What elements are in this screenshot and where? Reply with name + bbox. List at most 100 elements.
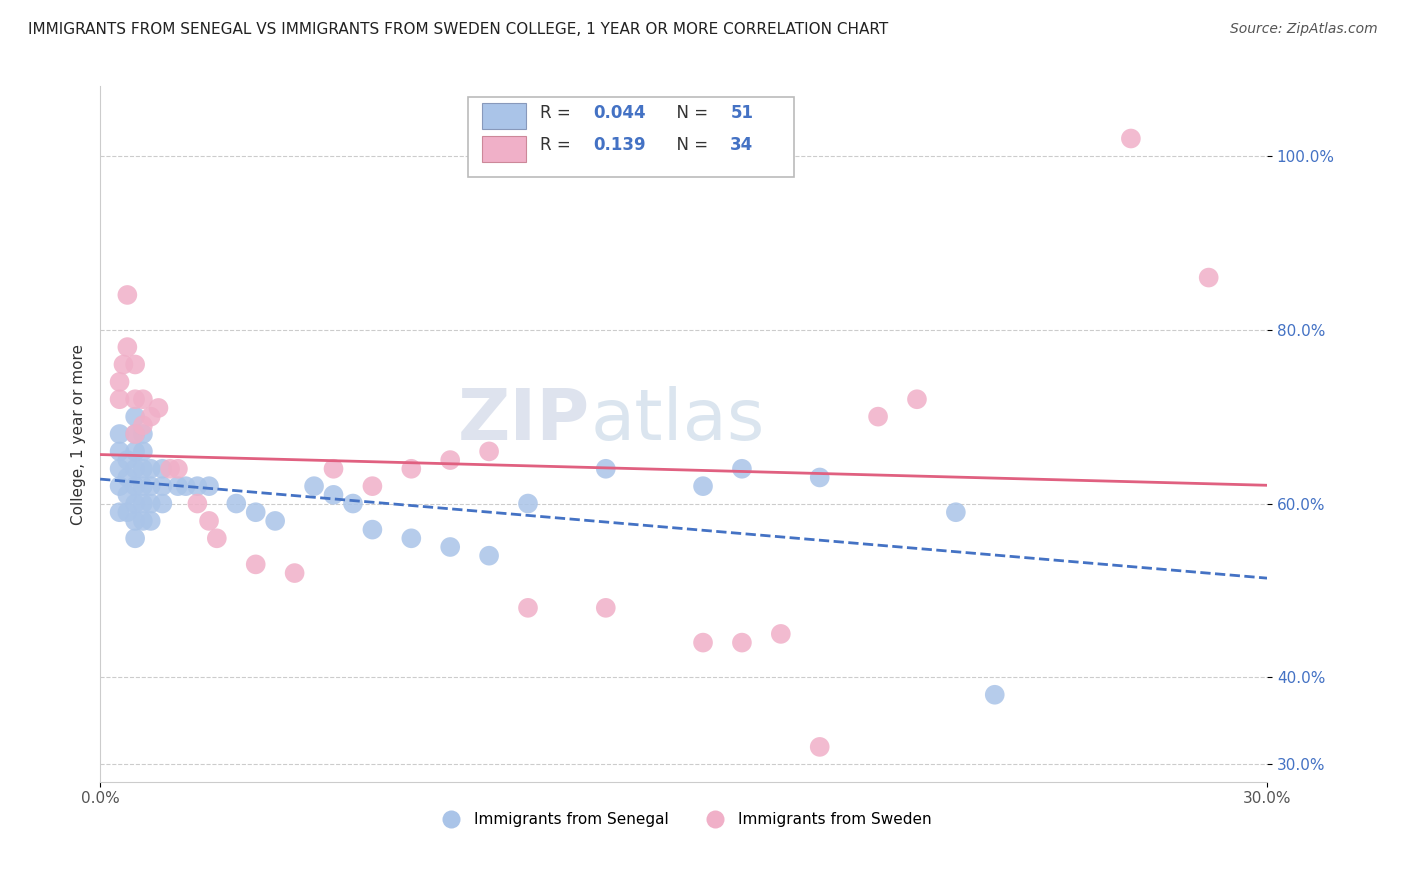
Point — [117, 470, 139, 484]
Point — [198, 479, 221, 493]
Text: 0.044: 0.044 — [593, 103, 647, 122]
Point — [108, 392, 131, 407]
Text: ZIP: ZIP — [458, 385, 591, 455]
Point — [186, 479, 208, 493]
Point — [117, 488, 139, 502]
Point — [150, 479, 173, 493]
Point — [108, 479, 131, 493]
Point — [984, 688, 1007, 702]
Text: Source: ZipAtlas.com: Source: ZipAtlas.com — [1230, 22, 1378, 37]
Text: N =: N = — [666, 136, 718, 154]
Point — [148, 401, 170, 415]
Text: 0.139: 0.139 — [593, 136, 647, 154]
Point — [439, 453, 461, 467]
Point — [868, 409, 890, 424]
Point — [139, 462, 162, 476]
Point — [132, 392, 155, 407]
Point — [1119, 131, 1142, 145]
Point — [808, 739, 831, 754]
Point — [1198, 270, 1220, 285]
Text: R =: R = — [540, 136, 581, 154]
Text: atlas: atlas — [591, 385, 765, 455]
Point — [124, 409, 146, 424]
Point — [205, 531, 228, 545]
Point — [159, 462, 181, 476]
Point — [284, 566, 307, 580]
Point — [342, 497, 364, 511]
Point — [595, 600, 617, 615]
Point — [478, 444, 501, 458]
Point — [124, 497, 146, 511]
Point — [302, 479, 325, 493]
Point — [124, 392, 146, 407]
Point — [124, 358, 146, 372]
Point — [132, 497, 155, 511]
Point — [124, 514, 146, 528]
Point — [401, 531, 423, 545]
Point — [117, 288, 139, 302]
Point — [150, 462, 173, 476]
Point — [139, 514, 162, 528]
Point — [731, 462, 754, 476]
Point — [905, 392, 928, 407]
Point — [595, 462, 617, 476]
Point — [112, 358, 135, 372]
Point — [439, 540, 461, 554]
Point — [361, 479, 384, 493]
Y-axis label: College, 1 year or more: College, 1 year or more — [72, 343, 86, 524]
Point — [117, 453, 139, 467]
Point — [517, 497, 540, 511]
Point — [117, 505, 139, 519]
Point — [124, 427, 146, 442]
Point — [132, 418, 155, 433]
FancyBboxPatch shape — [468, 97, 794, 177]
Legend: Immigrants from Senegal, Immigrants from Sweden: Immigrants from Senegal, Immigrants from… — [430, 805, 938, 833]
Text: 51: 51 — [730, 103, 754, 122]
Text: IMMIGRANTS FROM SENEGAL VS IMMIGRANTS FROM SWEDEN COLLEGE, 1 YEAR OR MORE CORREL: IMMIGRANTS FROM SENEGAL VS IMMIGRANTS FR… — [28, 22, 889, 37]
Point — [186, 497, 208, 511]
Point — [108, 444, 131, 458]
Point — [361, 523, 384, 537]
Point — [731, 635, 754, 649]
Point — [108, 505, 131, 519]
Point — [167, 462, 190, 476]
Point — [108, 462, 131, 476]
Point — [124, 479, 146, 493]
Point — [198, 514, 221, 528]
Point — [264, 514, 287, 528]
FancyBboxPatch shape — [482, 103, 526, 129]
Point — [167, 479, 190, 493]
Point — [108, 375, 131, 389]
Point — [945, 505, 967, 519]
Point — [139, 497, 162, 511]
Point — [117, 340, 139, 354]
Point — [108, 427, 131, 442]
Point — [150, 497, 173, 511]
Point — [139, 409, 162, 424]
Text: N =: N = — [666, 103, 718, 122]
Point — [517, 600, 540, 615]
Point — [401, 462, 423, 476]
Point — [124, 444, 146, 458]
Point — [132, 479, 155, 493]
Point — [692, 479, 714, 493]
Point — [322, 462, 344, 476]
FancyBboxPatch shape — [482, 136, 526, 162]
Point — [132, 514, 155, 528]
Point — [808, 470, 831, 484]
Point — [225, 497, 247, 511]
Point — [322, 488, 344, 502]
Point — [769, 627, 792, 641]
Point — [139, 479, 162, 493]
Point — [132, 444, 155, 458]
Point — [692, 635, 714, 649]
Point — [174, 479, 197, 493]
Point — [478, 549, 501, 563]
Point — [132, 462, 155, 476]
Point — [124, 427, 146, 442]
Text: R =: R = — [540, 103, 581, 122]
Point — [124, 531, 146, 545]
Point — [245, 505, 267, 519]
Point — [124, 462, 146, 476]
Point — [245, 558, 267, 572]
